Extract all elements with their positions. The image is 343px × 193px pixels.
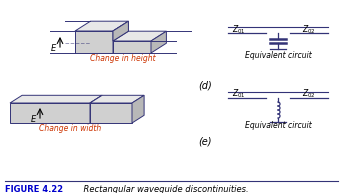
Polygon shape	[151, 31, 166, 53]
Text: $Z_{01}$: $Z_{01}$	[232, 88, 246, 101]
Text: (e): (e)	[198, 137, 212, 147]
Text: Equivalent circuit: Equivalent circuit	[245, 51, 311, 60]
Text: Equivalent circuit: Equivalent circuit	[245, 121, 311, 130]
Polygon shape	[132, 95, 144, 123]
Text: (d): (d)	[198, 80, 212, 90]
Text: Rectangular waveguide discontinuities.: Rectangular waveguide discontinuities.	[73, 185, 249, 193]
Polygon shape	[90, 95, 102, 123]
Polygon shape	[90, 103, 132, 123]
Polygon shape	[113, 21, 128, 41]
Text: Change in height: Change in height	[90, 54, 156, 63]
Text: $Z_{02}$: $Z_{02}$	[302, 88, 316, 101]
Polygon shape	[75, 31, 113, 53]
Text: $Z_{02}$: $Z_{02}$	[302, 23, 316, 36]
Polygon shape	[113, 31, 166, 41]
Text: Change in width: Change in width	[39, 124, 101, 133]
Polygon shape	[10, 95, 102, 103]
Text: FIGURE 4.22: FIGURE 4.22	[5, 185, 63, 193]
Polygon shape	[113, 21, 128, 53]
Polygon shape	[75, 21, 128, 31]
Text: $E$: $E$	[31, 113, 38, 124]
Polygon shape	[10, 103, 90, 123]
Text: $Z_{01}$: $Z_{01}$	[232, 23, 246, 36]
Polygon shape	[90, 95, 144, 103]
Polygon shape	[113, 41, 151, 53]
Text: $E$: $E$	[50, 42, 58, 53]
